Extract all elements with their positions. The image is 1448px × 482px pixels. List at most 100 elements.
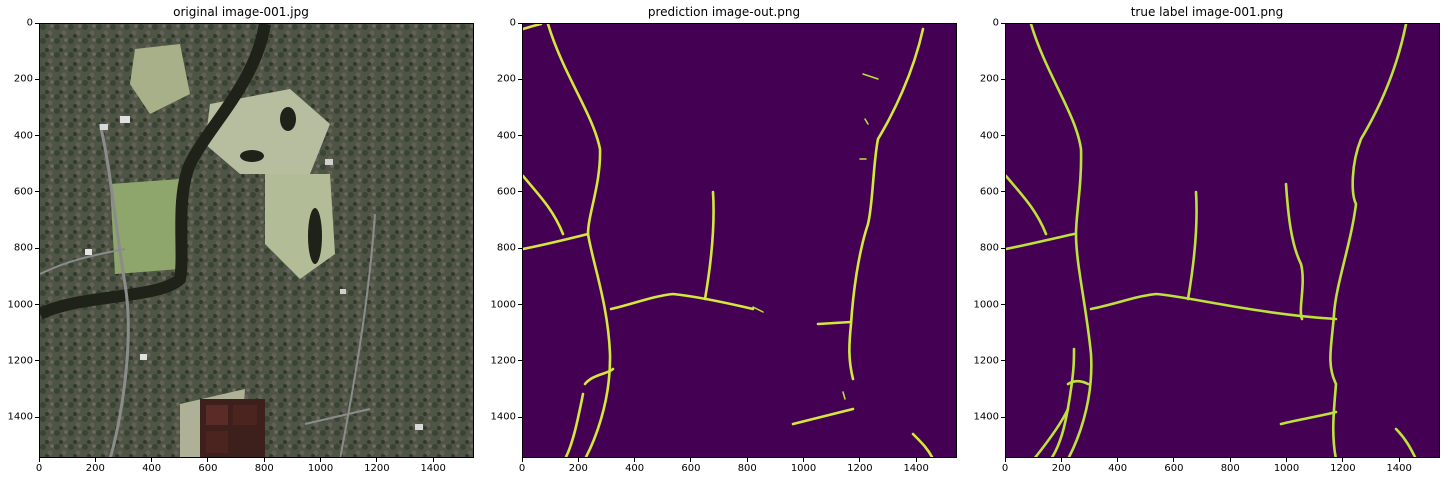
x-tick-mark <box>94 458 96 462</box>
y-tick-mark <box>1001 22 1005 24</box>
x-tick-label: 600 <box>198 463 218 474</box>
x-tick-label: 0 <box>518 463 526 474</box>
x-tick-label: 0 <box>35 463 43 474</box>
x-tick-label: 1400 <box>903 463 929 474</box>
y-tick-label: 1000 <box>7 299 33 311</box>
y-tick-label: 0 <box>509 17 516 29</box>
x-tick-label: 800 <box>1220 463 1240 474</box>
x-tick-mark <box>432 458 434 462</box>
y-tick-label: 800 <box>979 242 999 254</box>
y-tick-mark <box>518 191 522 193</box>
y-tick-label: 1400 <box>7 411 33 423</box>
y-tick-label: 600 <box>979 186 999 198</box>
y-tick-mark <box>518 22 522 24</box>
y-tick-mark <box>518 416 522 418</box>
x-tick-mark <box>1173 458 1175 462</box>
y-tick-mark <box>518 247 522 249</box>
x-tick-label: 1400 <box>420 463 446 474</box>
satellite-image <box>39 23 474 458</box>
y-tick-label: 0 <box>26 17 33 29</box>
y-tick-mark <box>35 304 39 306</box>
x-tick-label: 200 <box>85 463 105 474</box>
y-tick-label: 1400 <box>973 411 999 423</box>
x-tick-label: 1400 <box>1386 463 1412 474</box>
panel-title: prediction image-out.png <box>647 5 801 19</box>
prediction-mask <box>522 23 957 458</box>
y-tick-mark <box>35 78 39 80</box>
x-tick-label: 400 <box>625 463 645 474</box>
x-tick-label: 200 <box>1051 463 1071 474</box>
y-tick-label: 1400 <box>490 411 516 423</box>
x-tick-mark <box>207 458 209 462</box>
y-tick-label: 1000 <box>973 299 999 311</box>
y-tick-label: 400 <box>13 130 33 142</box>
x-tick-mark <box>690 458 692 462</box>
x-tick-label: 400 <box>142 463 162 474</box>
y-tick-mark <box>1001 191 1005 193</box>
x-tick-mark <box>634 458 636 462</box>
x-tick-label: 400 <box>1108 463 1128 474</box>
panel-prediction: prediction image-out.png <box>483 0 965 482</box>
x-tick-mark <box>263 458 265 462</box>
y-tick-mark <box>35 22 39 24</box>
y-tick-mark <box>35 360 39 362</box>
x-tick-label: 800 <box>737 463 757 474</box>
y-tick-label: 800 <box>496 242 516 254</box>
x-tick-label: 200 <box>568 463 588 474</box>
panel-original: original image-001.jpg <box>0 0 482 482</box>
y-tick-label: 400 <box>496 130 516 142</box>
x-tick-label: 1000 <box>307 463 334 474</box>
x-tick-mark <box>1342 458 1344 462</box>
y-tick-label: 1200 <box>490 355 516 367</box>
y-tick-mark <box>35 247 39 249</box>
x-tick-label: 1000 <box>1273 463 1300 474</box>
y-tick-mark <box>1001 135 1005 137</box>
y-tick-mark <box>35 191 39 193</box>
y-tick-mark <box>35 416 39 418</box>
y-tick-label: 200 <box>13 73 33 85</box>
x-tick-label: 1200 <box>1330 463 1356 474</box>
label-mask <box>1005 23 1440 458</box>
y-tick-label: 1200 <box>973 355 999 367</box>
y-tick-mark <box>518 78 522 80</box>
panel-true-label: true label image-001.png 0 200 400 600 800 10… <box>966 0 1448 482</box>
x-tick-mark <box>1004 458 1006 462</box>
y-tick-label: 0 <box>992 17 999 29</box>
y-tick-mark <box>518 360 522 362</box>
y-tick-label: 1000 <box>490 299 516 311</box>
x-tick-label: 1000 <box>790 463 817 474</box>
y-tick-mark <box>518 135 522 137</box>
panel-title: true label image-001.png <box>1130 5 1284 19</box>
x-tick-mark <box>1398 458 1400 462</box>
y-tick-mark <box>1001 247 1005 249</box>
x-tick-mark <box>803 458 805 462</box>
y-tick-label: 200 <box>979 73 999 85</box>
y-tick-label: 400 <box>979 130 999 142</box>
x-tick-mark <box>577 458 579 462</box>
x-tick-label: 0 <box>1001 463 1009 474</box>
x-tick-mark <box>521 458 523 462</box>
x-tick-mark <box>38 458 40 462</box>
y-tick-label: 600 <box>496 186 516 198</box>
x-tick-mark <box>320 458 322 462</box>
y-tick-mark <box>35 135 39 137</box>
y-tick-label: 200 <box>496 73 516 85</box>
x-tick-mark <box>746 458 748 462</box>
panel-title: original image-001.jpg <box>173 5 309 19</box>
x-tick-mark <box>376 458 378 462</box>
x-tick-mark <box>1229 458 1231 462</box>
x-tick-mark <box>915 458 917 462</box>
y-tick-mark <box>1001 78 1005 80</box>
x-tick-mark <box>151 458 153 462</box>
x-tick-mark <box>1286 458 1288 462</box>
y-tick-label: 1200 <box>7 355 33 367</box>
x-tick-label: 800 <box>254 463 274 474</box>
y-tick-label: 800 <box>13 242 33 254</box>
y-tick-mark <box>518 304 522 306</box>
x-tick-label: 600 <box>681 463 701 474</box>
y-tick-label: 600 <box>13 186 33 198</box>
x-tick-label: 1200 <box>364 463 390 474</box>
x-tick-mark <box>1117 458 1119 462</box>
y-tick-mark <box>1001 416 1005 418</box>
x-tick-mark <box>1060 458 1062 462</box>
